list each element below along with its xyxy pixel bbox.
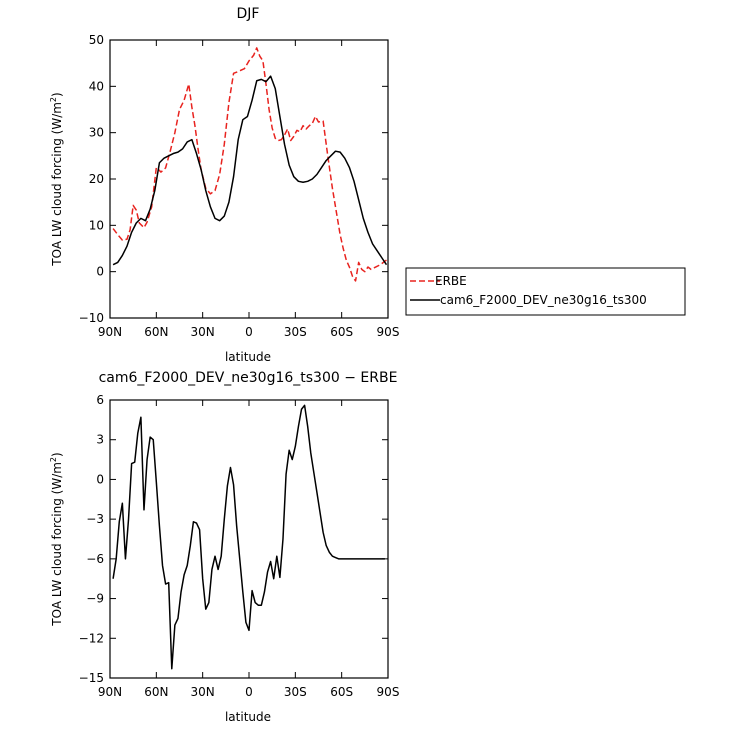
chart-top-ylabel: TOA LW cloud forcing (W/m2) xyxy=(49,92,64,266)
chart-bottom-ylabel-end: ) xyxy=(50,452,64,457)
bottom-series-difference-line xyxy=(112,404,385,670)
bottom-ytick-label-1: −12 xyxy=(79,631,104,645)
bottom-ytick-label-7: 6 xyxy=(96,393,104,407)
chart-top: DJF latitude TOA LW cloud forcing (W/m2)… xyxy=(49,6,686,364)
bottom-ytick-label-0: −15 xyxy=(79,671,104,685)
legend-erbe-label: ERBE xyxy=(435,274,467,288)
top-ytick-label-6: 50 xyxy=(89,33,104,47)
chart-top-frame xyxy=(109,39,389,319)
bottom-ytick-label-4: −3 xyxy=(86,512,104,526)
bottom-xtick-label-3: 0 xyxy=(245,685,253,699)
chart-bottom-frame xyxy=(109,399,389,679)
chart-top-xlabel: latitude xyxy=(225,350,271,364)
chart-top-ylabel-sup: 2 xyxy=(49,97,58,102)
top-xtick-label-3: 0 xyxy=(245,325,253,339)
chart-top-title: DJF xyxy=(237,6,260,22)
top-xtick-label-6: 90S xyxy=(377,325,400,339)
top-ytick-label-3: 20 xyxy=(89,172,104,186)
bottom-ytick-label-3: −6 xyxy=(86,552,104,566)
bottom-xtick-label-0: 90N xyxy=(98,685,122,699)
chart-bottom-xlabel: latitude xyxy=(225,710,271,724)
bottom-xtick-label-1: 60N xyxy=(144,685,168,699)
top-series-cam6-f2000-dev-ne30g16-ts300-line xyxy=(112,75,388,266)
chart-bottom-title: cam6_F2000_DEV_ne30g16_ts300 − ERBE xyxy=(99,370,398,386)
chart-top-ylabel-end: ) xyxy=(50,92,64,97)
top-ytick-label-4: 30 xyxy=(89,126,104,140)
top-series-erbe-line xyxy=(112,47,387,282)
chart-bottom-ylabel: TOA LW cloud forcing (W/m2) xyxy=(49,452,64,626)
bottom-ytick-label-5: 0 xyxy=(96,472,104,486)
top-xtick-label-4: 30S xyxy=(284,325,307,339)
legend-cam6-label: cam6_F2000_DEV_ne30g16_ts300 xyxy=(440,293,647,307)
top-ytick-label-0: −10 xyxy=(79,311,104,325)
chart-bottom: cam6_F2000_DEV_ne30g16_ts300 − ERBE lati… xyxy=(49,370,399,724)
bottom-xtick-label-5: 60S xyxy=(330,685,353,699)
bottom-xtick-label-4: 30S xyxy=(284,685,307,699)
top-xtick-label-0: 90N xyxy=(98,325,122,339)
top-xtick-label-2: 30N xyxy=(191,325,215,339)
chart-bottom-ylabel-main: TOA LW cloud forcing (W/m xyxy=(50,462,64,627)
chart-top-ylabel-main: TOA LW cloud forcing (W/m xyxy=(50,102,64,267)
bottom-xtick-label-6: 90S xyxy=(377,685,400,699)
top-ytick-label-2: 10 xyxy=(89,218,104,232)
legend-box xyxy=(405,267,686,316)
bottom-xtick-label-2: 30N xyxy=(191,685,215,699)
chart-bottom-ylabel-sup: 2 xyxy=(49,457,58,462)
bottom-ytick-label-6: 3 xyxy=(96,433,104,447)
bottom-ytick-label-2: −9 xyxy=(86,592,104,606)
top-ytick-label-5: 40 xyxy=(89,79,104,93)
top-ytick-label-1: 0 xyxy=(96,265,104,279)
chart-top-legend: ERBE cam6_F2000_DEV_ne30g16_ts300 xyxy=(405,267,686,316)
top-xtick-label-1: 60N xyxy=(144,325,168,339)
top-xtick-label-5: 60S xyxy=(330,325,353,339)
